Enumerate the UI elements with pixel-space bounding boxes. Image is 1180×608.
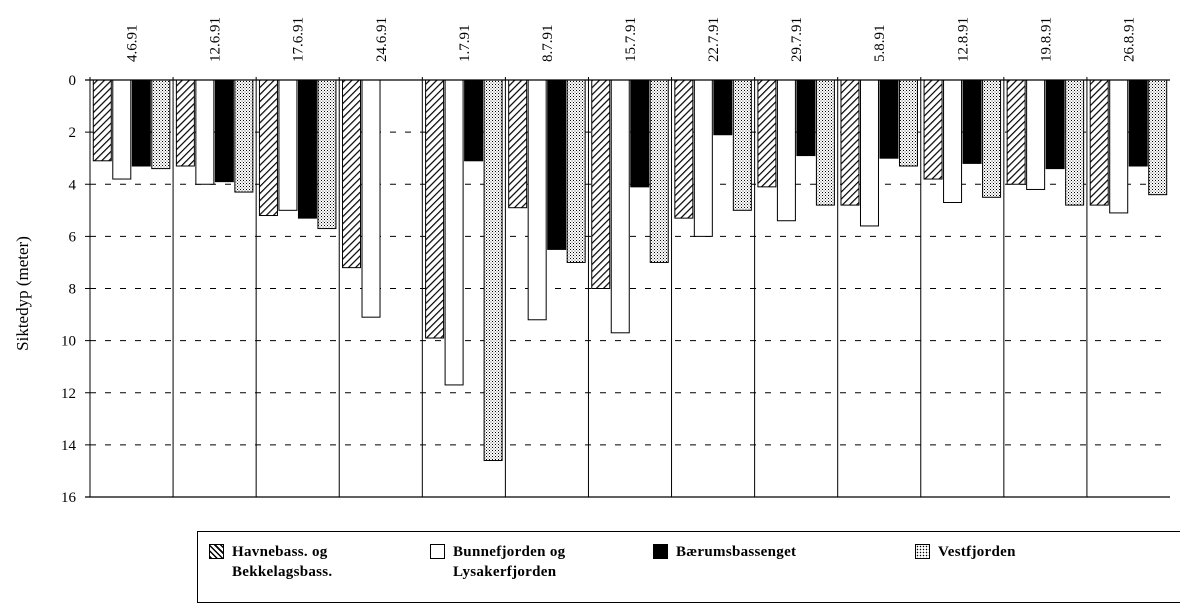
bar-black — [962, 79, 982, 164]
bar-hatched — [425, 79, 445, 339]
bar-dotted — [649, 79, 669, 263]
bar-white — [1026, 79, 1046, 190]
bar-dotted — [1148, 79, 1168, 196]
bar-black — [214, 79, 234, 183]
y-tick-label: 4 — [69, 177, 77, 193]
bar-hatched — [1006, 79, 1026, 185]
bar-white — [776, 79, 796, 222]
category-label: 15.7.91 — [623, 17, 639, 62]
bar-hatched — [757, 79, 777, 188]
bar-hatched — [1089, 79, 1109, 206]
y-tick-label: 16 — [61, 490, 77, 506]
legend-label: Bunnefjorden og Lysakerfjorden — [453, 544, 566, 580]
bar-white — [693, 79, 713, 237]
bar-black — [131, 79, 151, 167]
legend-item-dotted: Vestfjorden — [915, 542, 1016, 562]
bar-dotted — [815, 79, 835, 206]
bar-hatched — [508, 79, 528, 209]
category-label: 5.8.91 — [872, 25, 888, 63]
y-tick-label: 12 — [61, 386, 76, 402]
bar-black — [297, 79, 317, 219]
bar-dotted — [732, 79, 752, 211]
bar-dotted — [317, 79, 337, 230]
y-tick-label: 14 — [61, 438, 77, 454]
bar-black — [879, 79, 899, 159]
category-label: 26.8.91 — [1121, 17, 1137, 62]
legend-item-white: Bunnefjorden og Lysakerfjorden — [430, 542, 565, 582]
bar-white — [1109, 79, 1129, 214]
category-label: 29.7.91 — [789, 17, 805, 62]
legend-label: Vestfjorden — [938, 544, 1016, 560]
y-tick-label: 8 — [69, 282, 77, 298]
legend-label: Bærumsbassenget — [676, 544, 797, 560]
bar-dotted — [566, 79, 586, 263]
bar-hatched — [175, 79, 195, 167]
bar-white — [943, 79, 963, 203]
legend: Havnebass. og Bekkelagsbass. Bunnefjorden… — [197, 531, 1180, 603]
y-tick-label: 0 — [69, 73, 77, 89]
category-label: 4.6.91 — [125, 25, 141, 63]
bar-white — [610, 79, 630, 334]
bar-dotted — [151, 79, 171, 170]
bar-black — [464, 79, 484, 162]
bar-white — [278, 79, 298, 211]
bar-hatched — [342, 79, 362, 269]
bar-white — [444, 79, 464, 386]
legend-swatch — [430, 544, 445, 559]
bar-dotted — [982, 79, 1002, 198]
category-label: 1.7.91 — [457, 25, 473, 63]
legend-item-hatched: Havnebass. og Bekkelagsbass. — [209, 542, 332, 582]
bar-dotted — [898, 79, 918, 167]
bar-black — [796, 79, 816, 157]
bar-hatched — [923, 79, 943, 180]
bar-white — [361, 79, 381, 318]
y-tick-label: 2 — [69, 125, 77, 141]
category-label: 12.6.91 — [208, 17, 224, 62]
category-label: 17.6.91 — [291, 17, 307, 62]
bar-hatched — [591, 79, 611, 289]
y-tick-label: 6 — [69, 229, 77, 245]
bar-white — [859, 79, 879, 227]
bar-black — [713, 79, 733, 136]
bar-dotted — [483, 79, 503, 462]
bar-white — [112, 79, 132, 180]
labels: 0 2 4 6 8 10 12 14 16 4.6.91 12.6.91 17.6.91 24.6.91… — [13, 17, 1137, 506]
bar-hatched — [92, 79, 112, 162]
bar-black — [547, 79, 567, 250]
category-label: 24.6.91 — [374, 17, 390, 62]
category-label: 12.8.91 — [955, 17, 971, 62]
legend-swatch — [653, 544, 668, 559]
y-axis-label: Siktedyp (meter) — [13, 236, 32, 351]
category-label: 19.8.91 — [1038, 17, 1054, 62]
bars — [92, 79, 1168, 462]
legend-swatch — [209, 544, 224, 559]
bar-hatched — [258, 79, 278, 217]
bar-dotted — [234, 79, 254, 193]
category-label: 22.7.91 — [706, 17, 722, 62]
category-label: 8.7.91 — [540, 25, 556, 63]
axes — [85, 77, 1170, 498]
bar-white — [195, 79, 215, 185]
legend-swatch — [915, 544, 930, 559]
legend-item-black: Bærumsbassenget — [653, 542, 796, 562]
bar-hatched — [840, 79, 860, 206]
legend-label: Havnebass. og Bekkelagsbass. — [232, 544, 333, 580]
bar-black — [1128, 79, 1148, 167]
bar-dotted — [1065, 79, 1085, 206]
bar-black — [1045, 79, 1065, 170]
y-tick-label: 10 — [61, 334, 76, 350]
bar-black — [630, 79, 650, 188]
bar-white — [527, 79, 547, 321]
bar-hatched — [674, 79, 694, 219]
